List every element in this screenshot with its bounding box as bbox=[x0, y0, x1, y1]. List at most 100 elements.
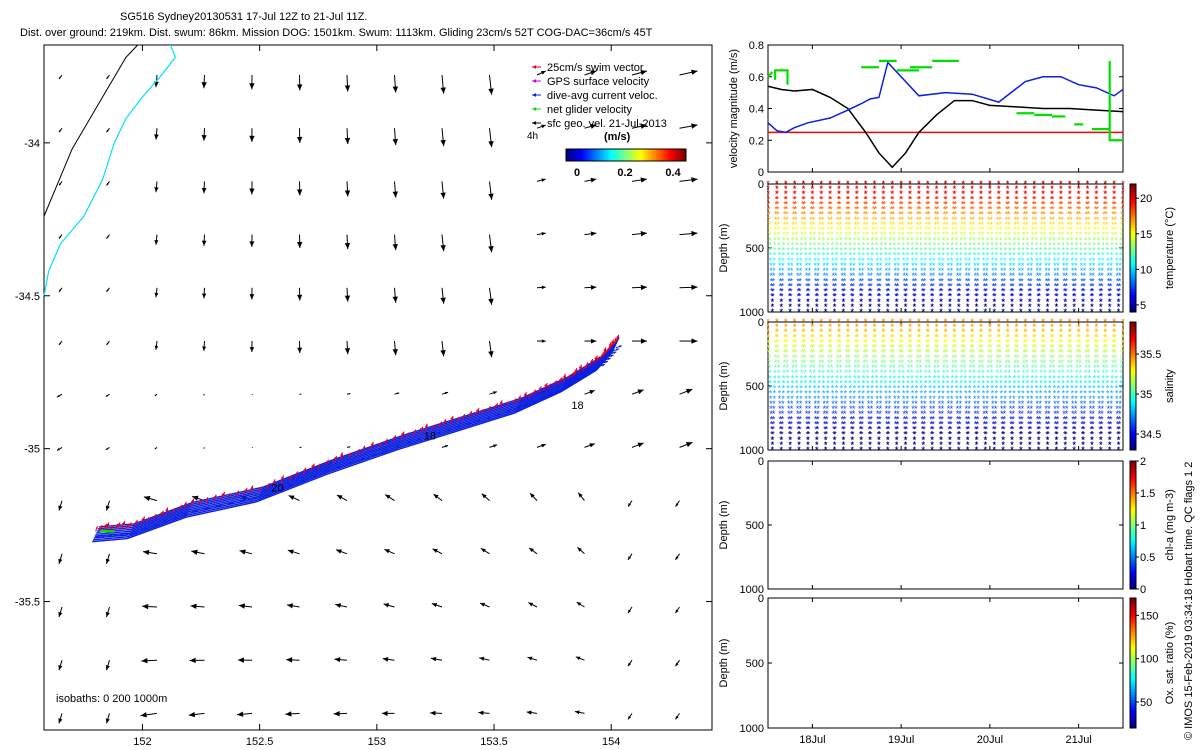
panel-colorbar-tick-label: 150 bbox=[1140, 610, 1158, 622]
sfc-vel-arrow bbox=[384, 494, 395, 502]
dac-vector bbox=[454, 425, 462, 429]
profile-sample: * bbox=[800, 230, 804, 240]
speed-colorbar-cell bbox=[622, 149, 625, 161]
profile-sample: * bbox=[797, 307, 801, 317]
swim-vector bbox=[596, 356, 600, 362]
map-ytick-label: -34.5 bbox=[15, 291, 40, 303]
profile-sample: * bbox=[984, 307, 988, 317]
sfc-vel-arrow bbox=[575, 656, 585, 661]
speed-colorbar-cell bbox=[676, 149, 679, 161]
swim-vector bbox=[562, 373, 567, 383]
profile-sample: * bbox=[792, 210, 796, 220]
speed-colorbar-cell bbox=[658, 149, 661, 161]
sfc-vel-arrow bbox=[679, 69, 698, 76]
profile-sample: * bbox=[786, 230, 790, 240]
speed-colorbar-cell bbox=[568, 149, 571, 161]
speed-colorbar-cell bbox=[588, 149, 591, 161]
swim-vector bbox=[474, 407, 480, 417]
sfc-vel-arrow bbox=[344, 74, 351, 92]
sfc-vel-arrow bbox=[296, 128, 303, 143]
sfc-vel-arrow bbox=[141, 657, 158, 664]
profile-sample: * bbox=[772, 276, 776, 286]
swim-vector bbox=[528, 392, 533, 399]
sfc-vel-arrow bbox=[188, 711, 205, 718]
profile-sample: * bbox=[777, 246, 781, 256]
sfc-vel-arrow bbox=[56, 393, 63, 398]
sfc-vel-arrow bbox=[190, 603, 205, 610]
profile-sample: * bbox=[794, 199, 798, 209]
panel-colorbar-tick-label: 50 bbox=[1140, 697, 1152, 709]
dac-vector bbox=[586, 371, 594, 375]
sfc-vel-arrow bbox=[631, 69, 648, 76]
swim-vector bbox=[384, 438, 388, 445]
glider-track bbox=[92, 334, 623, 543]
profile-sample: * bbox=[793, 189, 797, 199]
speed-colorbar-cell bbox=[606, 149, 609, 161]
profile-sample: * bbox=[792, 205, 796, 215]
dac-vector bbox=[370, 453, 377, 457]
profile-sample: * bbox=[777, 240, 781, 250]
speed-colorbar-cell bbox=[674, 149, 677, 161]
dac-vector bbox=[203, 507, 210, 511]
swim-vector bbox=[487, 405, 491, 413]
sfc-vel-arrow bbox=[392, 340, 398, 356]
sfc-vel-arrow bbox=[576, 601, 585, 608]
sfc-vel-arrow bbox=[528, 547, 538, 555]
profile-sample: * bbox=[966, 307, 970, 317]
sfc-vel-arrow bbox=[335, 549, 348, 555]
sfc-vel-arrow bbox=[105, 606, 110, 618]
profile-sample: * bbox=[807, 297, 811, 307]
profile-sample: * bbox=[804, 235, 808, 245]
sfc-vel-arrow bbox=[536, 178, 546, 182]
profile-sample: * bbox=[806, 307, 810, 317]
sfc-vel-arrow bbox=[584, 70, 597, 76]
speed-colorbar-cell bbox=[654, 149, 657, 161]
swim-vector bbox=[449, 415, 454, 425]
sfc-vel-arrow bbox=[105, 500, 110, 511]
profile-sample: * bbox=[868, 307, 872, 317]
swim-vector bbox=[220, 491, 226, 501]
profile-sample: * bbox=[793, 179, 797, 189]
sfc-vel-arrow bbox=[431, 603, 443, 608]
dac-vector bbox=[107, 533, 114, 537]
profile-sample: * bbox=[776, 215, 780, 225]
panel-colorbar-tick-label: 0.5 bbox=[1140, 552, 1155, 564]
dac-vector bbox=[444, 429, 452, 433]
profile-sample: * bbox=[783, 215, 787, 225]
profile-sample: * bbox=[842, 307, 846, 317]
profile-sample: * bbox=[804, 256, 808, 266]
profile-sample: * bbox=[804, 230, 808, 240]
sfc-vel-arrow bbox=[58, 660, 63, 671]
swim-vector bbox=[152, 513, 157, 521]
profile-sample: * bbox=[1081, 307, 1085, 317]
dac-vector bbox=[95, 534, 102, 538]
dac-vector bbox=[514, 407, 521, 411]
map-ytick-label: -35 bbox=[24, 444, 40, 456]
profile-sample: * bbox=[817, 256, 821, 266]
speed-colorbar-cell bbox=[682, 149, 685, 161]
profile-sample: * bbox=[805, 271, 809, 281]
velocity-series-green-segment bbox=[767, 71, 774, 78]
sfc-vel-arrow bbox=[288, 495, 300, 502]
profile-sample: * bbox=[803, 225, 807, 235]
sfc-vel-arrow bbox=[191, 549, 205, 555]
profile-sample: * bbox=[773, 251, 777, 261]
sfc-vel-arrow bbox=[154, 287, 159, 298]
sfc-vel-arrow bbox=[106, 234, 110, 239]
speed-colorbar-cell bbox=[586, 149, 589, 161]
profile-sample: * bbox=[785, 220, 789, 230]
swim-vector bbox=[317, 463, 321, 469]
profile-sample: * bbox=[772, 271, 776, 281]
profile-sample: * bbox=[768, 220, 772, 230]
profile-sample: * bbox=[815, 297, 819, 307]
sfc-vel-arrow bbox=[488, 74, 494, 95]
speed-colorbar-cell bbox=[580, 149, 583, 161]
profile-sample: * bbox=[797, 302, 801, 312]
profile-sample: * bbox=[804, 251, 808, 261]
map-xtick-label: 153 bbox=[368, 736, 386, 748]
sfc-vel-arrow bbox=[58, 181, 63, 186]
profile-sample: * bbox=[771, 287, 775, 297]
panel-ytick-label: 500 bbox=[746, 658, 764, 670]
profile-sample: * bbox=[790, 266, 794, 276]
